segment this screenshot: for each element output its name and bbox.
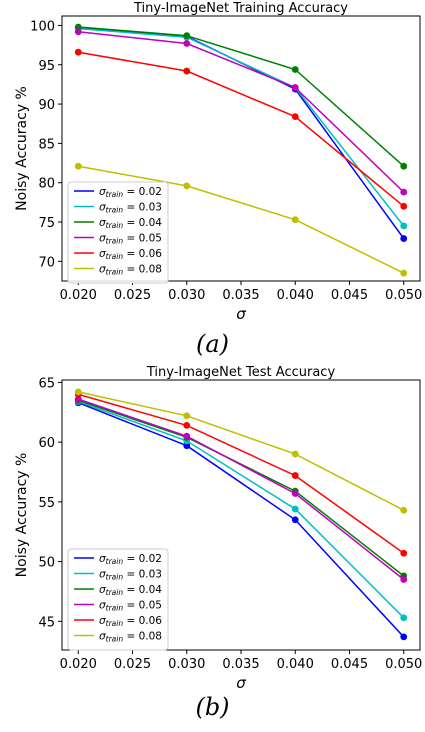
chart-b: Tiny-ImageNet Test Accuracy 0.020 0.025 0.0… — [14, 365, 422, 692]
data-point — [400, 222, 408, 230]
data-point — [400, 614, 408, 622]
data-point — [400, 188, 408, 196]
data-point — [74, 395, 82, 403]
data-point — [74, 162, 82, 170]
data-point — [400, 269, 408, 277]
x-tick-label: 0.035 — [222, 288, 259, 303]
data-point — [183, 182, 191, 190]
x-tick-label: 0.040 — [277, 288, 314, 303]
data-point — [74, 388, 82, 396]
data-point — [183, 40, 191, 47]
legend-label: σtrain = 0.06 — [99, 248, 162, 261]
legend-label: σtrain = 0.04 — [99, 584, 162, 597]
y-tick-label: 65 — [38, 376, 55, 391]
x-tick-label: 0.040 — [277, 657, 314, 672]
data-point — [291, 216, 299, 224]
y-tick-label: 60 — [38, 436, 55, 451]
data-point — [183, 421, 191, 429]
chart-a: Tiny-ImageNet Training Accuracy 0.020 0.02… — [14, 1, 422, 323]
data-point — [74, 48, 82, 56]
data-point — [74, 23, 82, 31]
caption-a: (a) — [195, 330, 230, 358]
legend-label: σtrain = 0.05 — [99, 600, 162, 613]
x-tick-label: 0.050 — [385, 288, 422, 303]
legend: σtrain = 0.02 σtrain = 0.03 σtrain = 0.04 σ… — [67, 548, 169, 651]
y-tick-label: 95 — [38, 59, 55, 74]
y-tick-label: 55 — [38, 496, 55, 511]
legend-label: σtrain = 0.02 — [99, 186, 162, 199]
data-point — [183, 442, 191, 450]
x-tick-label: 0.050 — [385, 657, 422, 672]
caption-b: (b) — [195, 693, 230, 721]
data-point — [183, 412, 191, 420]
chart-title: Tiny-ImageNet Test Accuracy — [146, 365, 336, 380]
x-tick-label: 0.025 — [114, 657, 151, 672]
data-point — [291, 472, 299, 479]
x-axis-label: σ — [236, 674, 246, 692]
y-tick-label: 85 — [38, 137, 55, 152]
data-point — [400, 162, 408, 170]
legend-label: σtrain = 0.08 — [99, 264, 162, 277]
data-point — [183, 32, 191, 40]
x-tick-label: 0.045 — [331, 657, 368, 672]
data-point — [291, 490, 299, 497]
x-tick-label: 0.025 — [114, 288, 151, 303]
y-tick-label: 50 — [38, 556, 55, 571]
data-point — [400, 235, 408, 242]
legend: σtrain = 0.02 σtrain = 0.03 σtrain = 0.04 σ… — [67, 181, 169, 284]
data-point — [74, 28, 82, 36]
series-line — [78, 26, 405, 167]
data-point — [291, 516, 299, 524]
y-tick-label: 45 — [38, 615, 55, 630]
data-point — [183, 432, 191, 440]
data-point — [291, 505, 299, 513]
data-point — [183, 67, 191, 75]
x-tick-label: 0.030 — [168, 657, 205, 672]
series-line — [78, 51, 405, 207]
data-point — [291, 84, 299, 91]
series-line — [78, 400, 405, 619]
legend-label: σtrain = 0.03 — [99, 202, 162, 215]
y-tick-label: 70 — [38, 255, 55, 270]
series-line — [78, 398, 405, 581]
series-line — [78, 30, 405, 193]
x-tick-label: 0.035 — [222, 657, 259, 672]
legend-label: σtrain = 0.02 — [99, 553, 162, 566]
y-axis-label: Noisy Accuracy % — [14, 86, 30, 211]
x-tick-label: 0.030 — [168, 288, 205, 303]
legend-label: σtrain = 0.05 — [99, 233, 162, 246]
y-tick-label: 100 — [30, 19, 55, 34]
x-tick-label: 0.020 — [60, 288, 97, 303]
y-tick-label: 90 — [38, 98, 55, 113]
data-point — [400, 549, 408, 557]
series-line — [78, 165, 405, 274]
series-line — [78, 402, 405, 638]
data-point — [400, 576, 408, 583]
y-tick-label: 75 — [38, 216, 55, 231]
data-point — [400, 202, 408, 210]
chart-title: Tiny-ImageNet Training Accuracy — [133, 1, 348, 16]
x-tick-label: 0.045 — [331, 288, 368, 303]
legend-label: σtrain = 0.03 — [99, 569, 162, 582]
data-point — [291, 450, 299, 458]
x-axis-label: σ — [236, 305, 246, 323]
data-point — [400, 506, 408, 514]
series-line — [78, 27, 405, 227]
legend-label: σtrain = 0.06 — [99, 615, 162, 628]
legend-label: σtrain = 0.08 — [99, 631, 162, 644]
y-tick-label: 80 — [38, 177, 55, 192]
legend-label: σtrain = 0.04 — [99, 217, 162, 230]
series-line — [78, 393, 405, 554]
data-point — [400, 633, 408, 641]
x-tick-label: 0.020 — [60, 657, 97, 672]
y-axis-label: Noisy Accuracy % — [14, 453, 30, 578]
series-line — [78, 391, 405, 511]
data-point — [291, 113, 299, 121]
data-point — [291, 66, 299, 73]
